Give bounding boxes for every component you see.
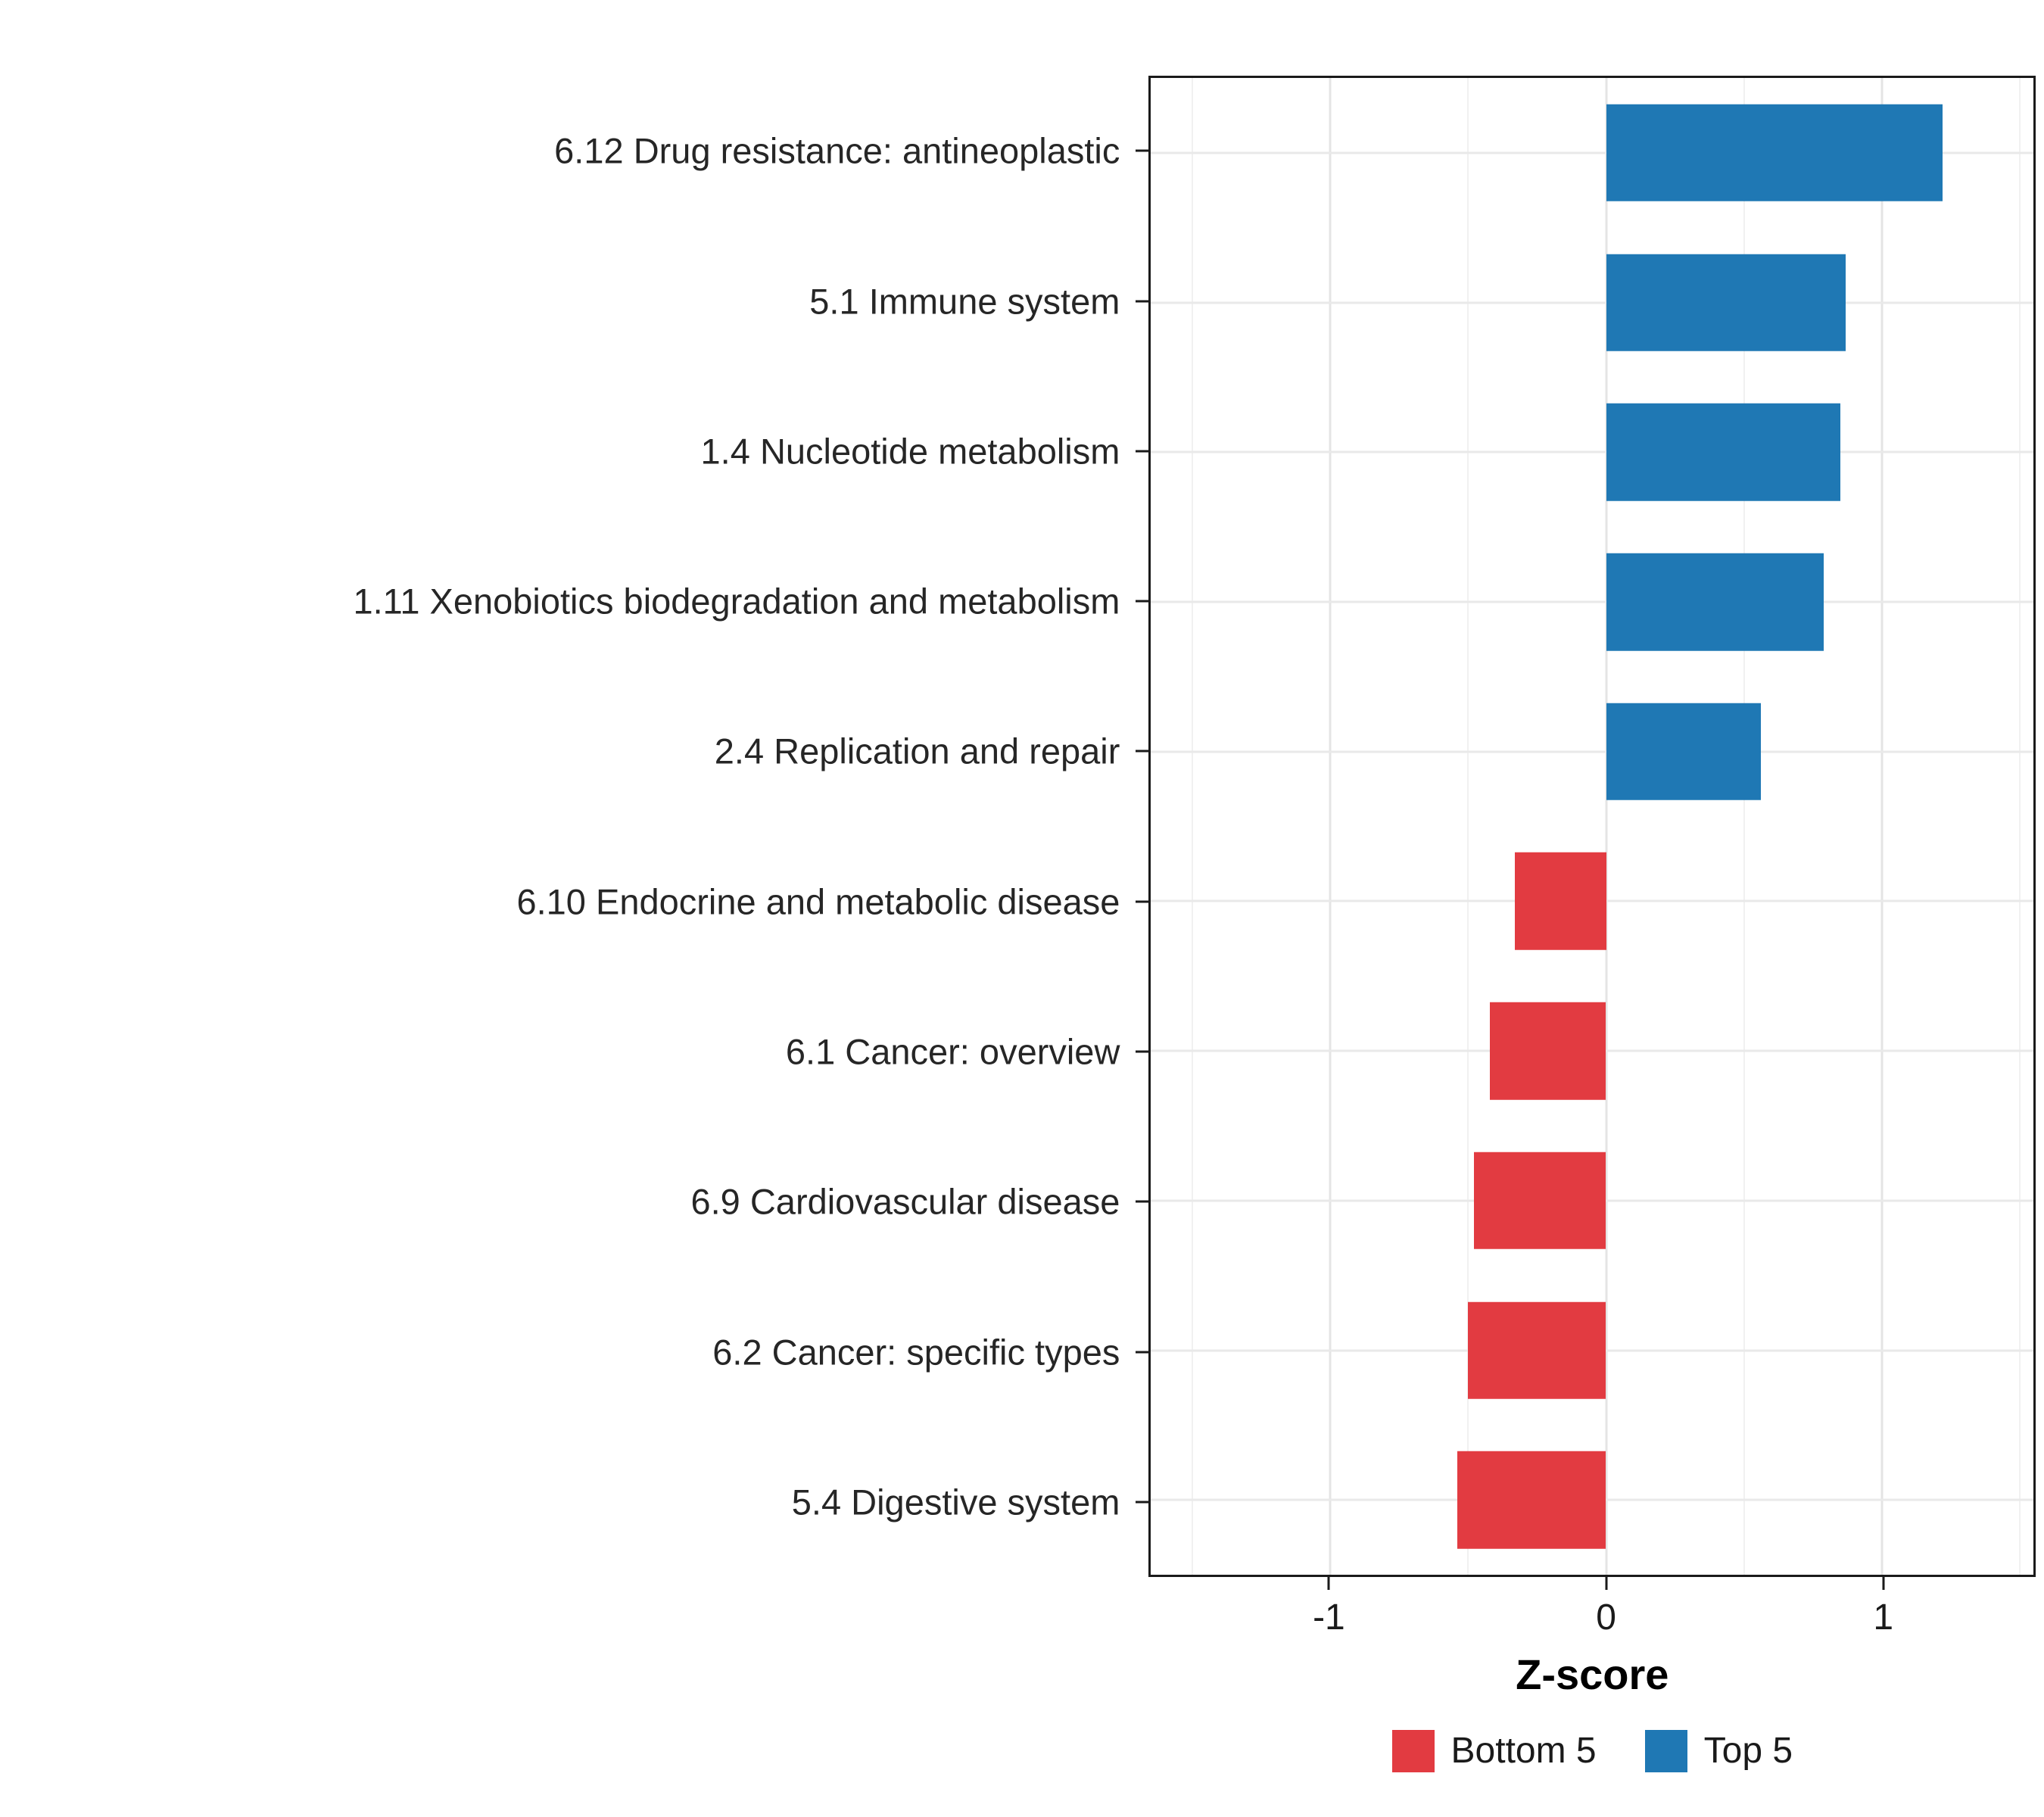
- gridline-minor: [2018, 78, 2021, 1575]
- x-tick-mark: [1327, 1577, 1330, 1591]
- bar: [1515, 852, 1606, 950]
- y-tick-mark: [1136, 450, 1149, 453]
- x-tick-label: -1: [1313, 1597, 1345, 1638]
- category-label: 5.4 Digestive system: [791, 1482, 1120, 1522]
- bar: [1606, 104, 1943, 202]
- y-axis-ticks: [1136, 76, 1149, 1577]
- y-tick-mark: [1136, 900, 1149, 903]
- category-label: 6.9 Cardiovascular disease: [690, 1181, 1120, 1222]
- category-label: 1.4 Nucleotide metabolism: [700, 431, 1120, 472]
- category-label: 6.2 Cancer: specific types: [712, 1332, 1120, 1373]
- y-tick-mark: [1136, 1200, 1149, 1203]
- gridline-horizontal: [1151, 600, 2034, 603]
- legend-swatch: [1391, 1729, 1435, 1772]
- legend: Bottom 5 Top 5: [1148, 1729, 2036, 1772]
- x-tick-label: 0: [1596, 1597, 1616, 1638]
- legend-item: Bottom 5: [1391, 1729, 1597, 1772]
- x-tick-label: 1: [1873, 1597, 1894, 1638]
- legend-label: Top 5: [1703, 1731, 1793, 1772]
- y-tick-mark: [1136, 1501, 1149, 1504]
- legend-swatch: [1644, 1729, 1687, 1772]
- y-axis-labels: 6.12 Drug resistance: antineoplastic 5.1 …: [0, 76, 1120, 1577]
- bar: [1468, 1301, 1606, 1399]
- category-label: 5.1 Immune system: [809, 281, 1120, 322]
- gridline-major: [1329, 78, 1332, 1575]
- y-tick-mark: [1136, 600, 1149, 603]
- bar: [1457, 1451, 1606, 1549]
- category-label: 1.11 Xenobiotics biodegradation and meta…: [353, 581, 1120, 622]
- gridline-minor: [1743, 78, 1745, 1575]
- bar: [1473, 1152, 1606, 1250]
- bar: [1606, 404, 1841, 501]
- x-tick-mark: [1605, 1577, 1608, 1591]
- plot-panel: [1148, 76, 2036, 1578]
- gridline-horizontal: [1151, 750, 2034, 753]
- bar: [1606, 553, 1824, 651]
- x-axis-tick-labels: -1 0 1: [1148, 1597, 2036, 1642]
- gridline-minor: [1192, 78, 1194, 1575]
- category-label: 6.12 Drug resistance: antineoplastic: [554, 130, 1120, 171]
- gridline-major: [1605, 78, 1607, 1575]
- legend-label: Bottom 5: [1450, 1731, 1597, 1772]
- bar: [1490, 1002, 1606, 1100]
- gridline-minor: [1467, 78, 1469, 1575]
- y-tick-mark: [1136, 149, 1149, 152]
- category-label: 6.1 Cancer: overview: [785, 1031, 1120, 1072]
- category-label: 6.10 Endocrine and metabolic disease: [516, 881, 1120, 922]
- x-tick-mark: [1882, 1577, 1885, 1591]
- bar: [1606, 254, 1846, 351]
- bar: [1606, 703, 1761, 801]
- y-tick-mark: [1136, 750, 1149, 753]
- x-axis-title: Z-score: [1516, 1650, 1669, 1699]
- y-tick-mark: [1136, 1351, 1149, 1354]
- gridline-horizontal: [1151, 151, 2034, 154]
- x-axis-ticks: [1148, 1577, 2036, 1591]
- gridline-horizontal: [1151, 301, 2034, 304]
- gridline-horizontal: [1151, 450, 2034, 453]
- legend-item: Top 5: [1644, 1729, 1793, 1772]
- category-label: 2.4 Replication and repair: [714, 731, 1120, 771]
- gridline-major: [1880, 78, 1884, 1575]
- y-tick-mark: [1136, 1050, 1149, 1053]
- y-tick-mark: [1136, 300, 1149, 303]
